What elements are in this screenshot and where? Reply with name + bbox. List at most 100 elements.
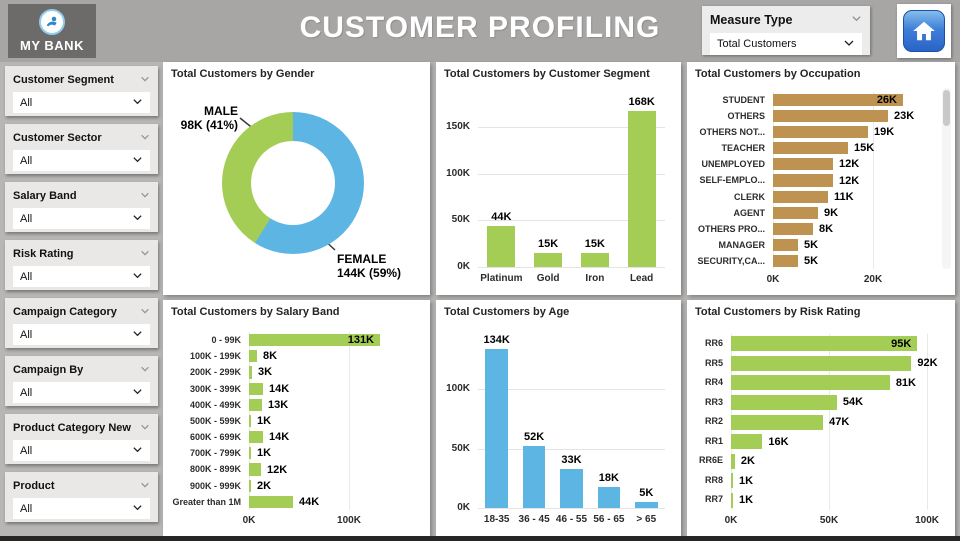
category-label: Lead bbox=[629, 273, 654, 284]
measure-type-value: Total Customers bbox=[717, 38, 797, 50]
bar[interactable] bbox=[560, 468, 583, 508]
chevron-down-icon[interactable] bbox=[140, 303, 150, 321]
filter-card-campaign-by: Campaign By All bbox=[5, 356, 158, 406]
bar[interactable] bbox=[487, 226, 516, 267]
bar[interactable] bbox=[773, 190, 828, 203]
bar[interactable] bbox=[249, 366, 252, 379]
bar-value-label: 5K bbox=[639, 487, 654, 500]
filter-dropdown-product[interactable]: All bbox=[13, 498, 150, 519]
home-button[interactable] bbox=[897, 4, 951, 58]
bar[interactable] bbox=[731, 375, 890, 391]
filter-value: All bbox=[20, 444, 33, 457]
bar-value-label: 44K bbox=[299, 495, 320, 508]
chevron-down-icon[interactable] bbox=[140, 361, 150, 379]
bar[interactable] bbox=[249, 479, 251, 492]
bar[interactable] bbox=[249, 447, 251, 460]
gridline bbox=[478, 508, 665, 509]
bar[interactable] bbox=[249, 495, 293, 508]
bar[interactable] bbox=[249, 463, 261, 476]
axis-tick-label: 100K bbox=[915, 515, 940, 526]
bar[interactable] bbox=[249, 431, 263, 444]
scrollbar-thumb[interactable] bbox=[943, 90, 950, 126]
bar-value-label: 2K bbox=[257, 479, 272, 492]
bar[interactable] bbox=[773, 174, 833, 187]
bar[interactable] bbox=[773, 94, 903, 107]
bar[interactable] bbox=[580, 253, 609, 267]
bar-value-label: 26K bbox=[876, 94, 897, 107]
filter-dropdown-customer-segment[interactable]: All bbox=[13, 92, 150, 113]
category-label: 900K - 999K bbox=[189, 480, 241, 491]
bar[interactable] bbox=[731, 414, 824, 430]
chevron-down-icon bbox=[132, 386, 143, 400]
bar[interactable] bbox=[773, 206, 818, 219]
category-label: RR2 bbox=[704, 416, 723, 427]
bar[interactable] bbox=[731, 453, 735, 469]
donut-chart-gender: FEMALE 144K (59%) MALE 98K (41%) bbox=[169, 88, 424, 289]
bottom-border bbox=[0, 536, 960, 541]
axis-tick-label: 100K bbox=[337, 515, 361, 526]
filter-dropdown-risk-rating[interactable]: All bbox=[13, 266, 150, 287]
bar[interactable] bbox=[534, 253, 563, 267]
filter-dropdown-campaign-category[interactable]: All bbox=[13, 324, 150, 345]
bar[interactable] bbox=[627, 110, 656, 267]
bar[interactable] bbox=[597, 486, 621, 508]
bar[interactable] bbox=[485, 349, 508, 508]
donut-ring[interactable] bbox=[222, 112, 364, 254]
chevron-down-icon[interactable] bbox=[140, 419, 150, 437]
measure-type-dropdown[interactable]: Total Customers bbox=[710, 33, 862, 55]
filter-dropdown-salary-band[interactable]: All bbox=[13, 208, 150, 229]
category-label: 0 - 99K bbox=[211, 335, 241, 345]
chart-card-gender: Total Customers by Gender FEMALE 144K (59… bbox=[163, 62, 430, 295]
bar[interactable] bbox=[731, 355, 912, 371]
page-title: CUSTOMER PROFILING bbox=[299, 11, 661, 44]
axis-tick-label: 20K bbox=[863, 274, 883, 285]
chevron-down-icon bbox=[132, 502, 143, 516]
bar[interactable] bbox=[773, 126, 868, 139]
measure-type-label: Measure Type bbox=[710, 13, 793, 27]
filter-dropdown-campaign-by[interactable]: All bbox=[13, 382, 150, 403]
slice-name: FEMALE bbox=[337, 252, 387, 266]
bar-value-label: 11K bbox=[834, 190, 854, 203]
category-label: RR6E bbox=[698, 455, 723, 466]
bar-value-label: 23K bbox=[894, 110, 915, 123]
chevron-down-icon[interactable] bbox=[140, 245, 150, 263]
category-label: 600K - 699K bbox=[189, 432, 241, 443]
chevron-down-icon[interactable] bbox=[140, 71, 150, 89]
bar[interactable] bbox=[773, 238, 798, 251]
bar[interactable] bbox=[249, 334, 380, 347]
bar[interactable] bbox=[522, 446, 546, 508]
gridline bbox=[478, 173, 665, 175]
filter-card-campaign-category: Campaign Category All bbox=[5, 298, 158, 348]
category-label: UNEMPLOYED bbox=[701, 159, 765, 170]
bar[interactable] bbox=[635, 502, 658, 508]
filter-dropdown-product-category-new[interactable]: All bbox=[13, 440, 150, 461]
bar[interactable] bbox=[773, 222, 813, 235]
bar[interactable] bbox=[731, 336, 918, 352]
gridline bbox=[349, 332, 350, 510]
chart-title: Total Customers by Customer Segment bbox=[444, 68, 650, 80]
chevron-down-icon[interactable] bbox=[851, 11, 862, 29]
bar[interactable] bbox=[731, 473, 733, 489]
bar[interactable] bbox=[731, 394, 837, 410]
chevron-down-icon[interactable] bbox=[140, 187, 150, 205]
chevron-down-icon[interactable] bbox=[140, 477, 150, 495]
bar[interactable] bbox=[731, 492, 733, 508]
donut-hole bbox=[251, 141, 335, 225]
bar[interactable] bbox=[773, 142, 848, 155]
bar-value-label: 54K bbox=[842, 396, 864, 409]
bar[interactable] bbox=[773, 110, 888, 123]
bar-value-label: 47K bbox=[829, 416, 850, 428]
axis-tick-label: 0K bbox=[457, 502, 470, 513]
bar[interactable] bbox=[249, 350, 257, 363]
bar[interactable] bbox=[773, 158, 833, 171]
bar[interactable] bbox=[249, 414, 251, 428]
bar[interactable] bbox=[249, 382, 263, 395]
bar[interactable] bbox=[249, 398, 262, 411]
chevron-down-icon[interactable] bbox=[140, 129, 150, 147]
category-label: 200K - 299K bbox=[189, 367, 241, 378]
category-label: Greater than 1M bbox=[172, 496, 241, 507]
bar-value-label: 95K bbox=[891, 337, 912, 350]
bar[interactable] bbox=[773, 254, 798, 267]
filter-dropdown-customer-sector[interactable]: All bbox=[13, 150, 150, 171]
bar[interactable] bbox=[731, 434, 763, 450]
